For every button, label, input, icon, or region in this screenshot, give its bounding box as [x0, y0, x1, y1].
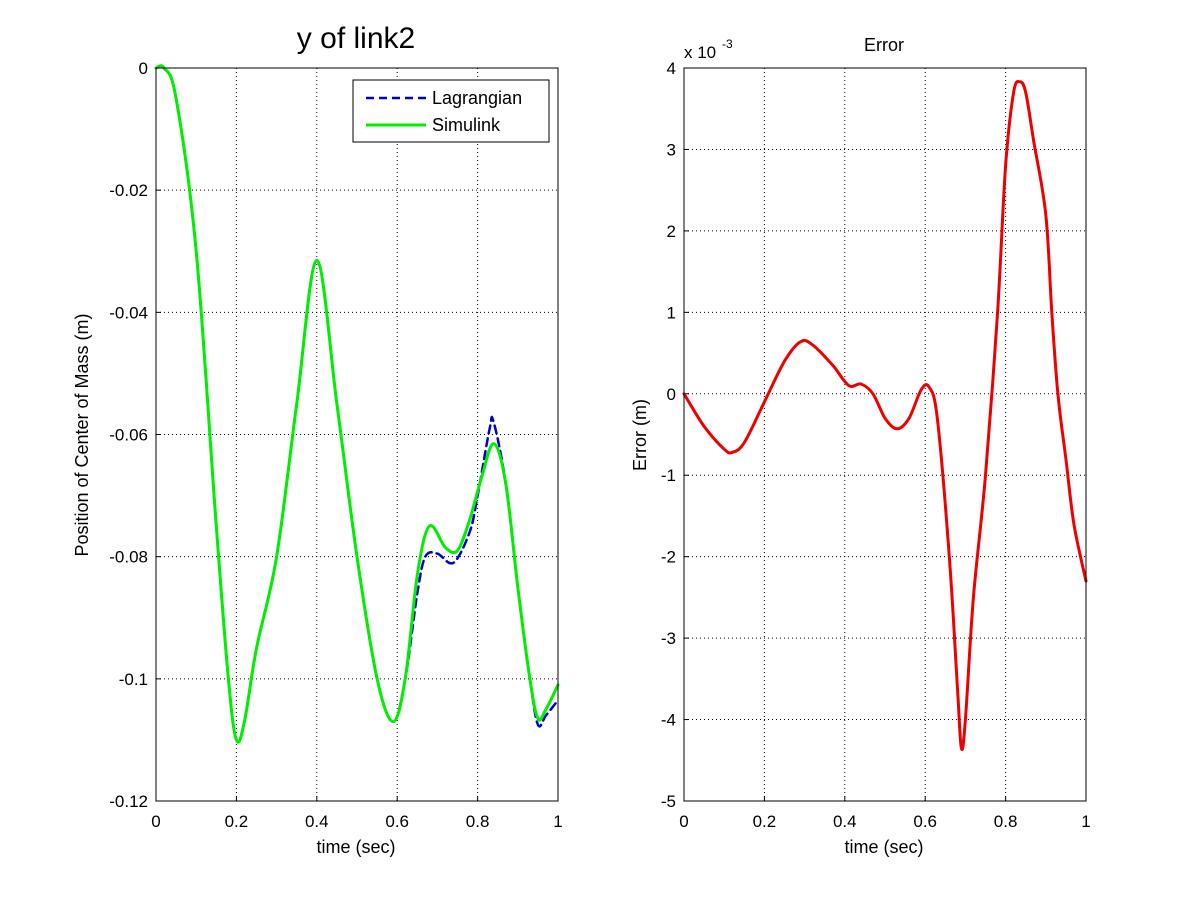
- right-x-tick-label: 0.6: [913, 812, 937, 831]
- left-x-tick-label: 1: [553, 812, 562, 831]
- right-y-tick-label: 3: [667, 140, 676, 159]
- legend: Lagrangian Simulink: [352, 79, 550, 143]
- left-y-tick-label: -0.06: [109, 426, 148, 445]
- left-x-tick-label: 0.4: [305, 812, 329, 831]
- legend-box: [352, 79, 550, 143]
- left-y-tick-label: 0: [139, 59, 148, 78]
- left-y-tick-label: -0.12: [109, 792, 148, 811]
- y-multiplier-label: x 10: [684, 43, 716, 62]
- legend-lagrangian-label: Lagrangian: [432, 88, 522, 108]
- legend-simulink-label: Simulink: [432, 115, 501, 135]
- right-series-error-line: [682, 79, 1088, 751]
- right-y-tick-label: -5: [661, 792, 676, 811]
- left-y-tick-label: -0.08: [109, 548, 148, 567]
- right-y-axis-label: Error (m): [630, 399, 650, 471]
- right-y-tick-label: -1: [661, 466, 676, 485]
- left-x-tick-label: 0.2: [225, 812, 249, 831]
- right-axes-frame: [683, 67, 1087, 802]
- left-x-tick-label: 0.6: [385, 812, 409, 831]
- left-x-axis-label: time (sec): [316, 837, 395, 857]
- right-y-tick-label: -4: [661, 711, 676, 730]
- left-y-tick-label: -0.04: [109, 303, 148, 322]
- left-y-tick-label: -0.02: [109, 181, 148, 200]
- right-y-tick-label: 0: [667, 385, 676, 404]
- right-chart-title: Error: [864, 35, 904, 55]
- left-chart-title: y of link2: [297, 22, 415, 55]
- right-x-axis-label: time (sec): [844, 837, 923, 857]
- left-x-tick-label: 0: [151, 812, 160, 831]
- right-x-tick-label: 0: [679, 812, 688, 831]
- right-x-tick-label: 0.4: [833, 812, 857, 831]
- right-x-tick-label: 1: [1081, 812, 1090, 831]
- left-x-tick-label: 0.8: [466, 812, 490, 831]
- right-x-tick-label: 0.8: [994, 812, 1018, 831]
- right-y-tick-label: 1: [667, 303, 676, 322]
- left-y-tick-label: -0.1: [119, 670, 148, 689]
- left-series-simulink-line: [154, 64, 560, 744]
- right-x-tick-label: 0.2: [753, 812, 777, 831]
- axes-right: Error time (sec) Error (m) x 10 -3 0 0.2 0…: [630, 35, 1091, 857]
- axes-left: y of link2 time (sec) Position of Center…: [72, 22, 563, 857]
- right-y-tick-label: 2: [667, 222, 676, 241]
- right-y-tick-label: 4: [667, 59, 676, 78]
- y-exponent-label: -3: [722, 37, 733, 51]
- right-y-tick-label: -2: [661, 548, 676, 567]
- left-y-axis-label: Position of Center of Mass (m): [72, 313, 92, 556]
- right-y-tick-label: -3: [661, 629, 676, 648]
- right-plot-area: [684, 68, 1086, 801]
- left-axes-frame: [155, 67, 559, 802]
